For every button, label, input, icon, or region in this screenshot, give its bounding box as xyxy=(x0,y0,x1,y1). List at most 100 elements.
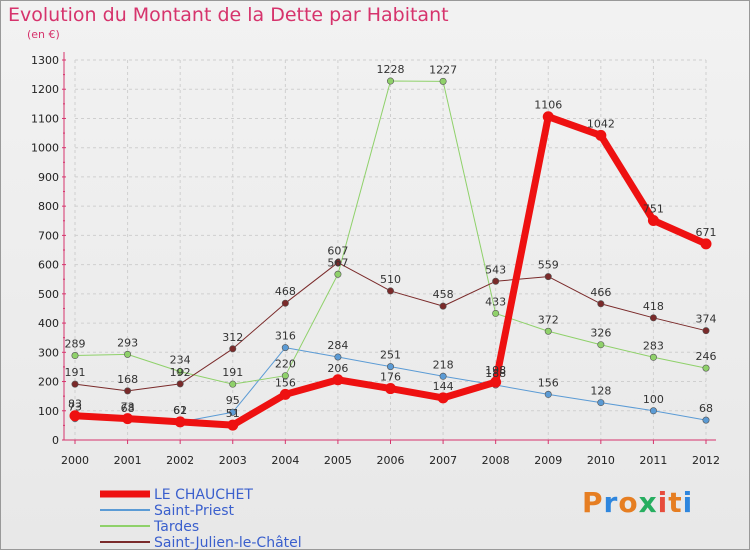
legend-label: Tardes xyxy=(153,519,199,535)
chart-title: Evolution du Montant de la Dette par Hab… xyxy=(8,4,449,26)
y-tick-label: 1200 xyxy=(31,83,59,96)
data-point xyxy=(595,129,607,141)
data-point xyxy=(334,259,342,267)
data-point xyxy=(71,380,79,388)
data-point xyxy=(229,408,237,416)
data-label: 61 xyxy=(173,404,187,417)
unit-label: (en €) xyxy=(27,28,60,41)
y-tick-label: 900 xyxy=(38,171,59,184)
data-point xyxy=(229,380,237,388)
data-point xyxy=(124,350,132,358)
x-tick-label: 2000 xyxy=(61,454,89,467)
data-point xyxy=(69,410,81,422)
data-label: 316 xyxy=(275,330,296,343)
y-tick-label: 700 xyxy=(38,229,59,242)
data-label: 68 xyxy=(699,402,713,415)
data-label: 176 xyxy=(380,371,401,384)
data-point xyxy=(649,407,657,415)
data-point xyxy=(700,238,712,250)
data-label: 1106 xyxy=(534,99,562,112)
data-label: 192 xyxy=(170,366,191,379)
y-tick-label: 1000 xyxy=(31,142,59,155)
data-label: 1042 xyxy=(587,117,615,130)
data-point xyxy=(386,287,394,295)
data-point xyxy=(281,372,289,380)
data-point xyxy=(229,345,237,353)
data-point xyxy=(544,273,552,281)
data-point xyxy=(492,277,500,285)
proxiti-logo: Proxiti xyxy=(582,486,693,519)
y-tick-label: 1300 xyxy=(31,54,59,67)
data-point xyxy=(122,413,134,425)
data-point xyxy=(544,327,552,335)
data-label: 559 xyxy=(538,259,559,272)
data-point xyxy=(176,380,184,388)
data-point xyxy=(597,341,605,349)
data-label: 751 xyxy=(643,202,664,215)
data-point xyxy=(386,363,394,371)
logo-letter: i xyxy=(657,486,669,519)
data-point xyxy=(332,374,344,386)
data-point xyxy=(386,77,394,85)
data-label: 510 xyxy=(380,273,401,286)
data-point xyxy=(490,376,502,388)
data-point xyxy=(176,368,184,376)
y-tick-label: 600 xyxy=(38,259,59,272)
data-point xyxy=(281,299,289,307)
data-point xyxy=(281,344,289,352)
data-label: 191 xyxy=(65,366,86,379)
data-label: 433 xyxy=(485,295,506,308)
data-label: 128 xyxy=(590,385,611,398)
data-label: 312 xyxy=(222,331,243,344)
data-point xyxy=(647,214,659,226)
data-point xyxy=(227,419,239,431)
data-label: 218 xyxy=(433,358,454,371)
data-label: 671 xyxy=(696,226,717,239)
data-label: 289 xyxy=(65,338,86,351)
logo-letter: r xyxy=(603,486,619,519)
data-label: 168 xyxy=(117,373,138,386)
y-tick-label: 300 xyxy=(38,346,59,359)
data-point xyxy=(439,302,447,310)
data-label: 188 xyxy=(485,367,506,380)
data-label: 198 xyxy=(485,364,506,377)
data-point xyxy=(542,111,554,123)
data-label: 251 xyxy=(380,349,401,362)
data-point xyxy=(439,372,447,380)
data-label: 543 xyxy=(485,263,506,276)
data-point xyxy=(334,270,342,278)
logo-letter: i xyxy=(682,486,694,519)
y-tick-label: 500 xyxy=(38,288,59,301)
data-point xyxy=(649,353,657,361)
x-tick-label: 2002 xyxy=(166,454,194,467)
data-point xyxy=(597,399,605,407)
data-label: 51 xyxy=(226,407,240,420)
data-point xyxy=(439,77,447,85)
data-label: 374 xyxy=(696,313,717,326)
data-point xyxy=(385,383,396,395)
x-tick-label: 2009 xyxy=(534,454,562,467)
data-point xyxy=(334,353,342,361)
x-tick-label: 2003 xyxy=(219,454,247,467)
data-label: 62 xyxy=(173,404,187,417)
data-point xyxy=(702,364,710,372)
data-label: 68 xyxy=(121,402,135,415)
data-label: 284 xyxy=(327,339,348,352)
data-label: 73 xyxy=(121,401,135,414)
x-tick-label: 2005 xyxy=(324,454,352,467)
legend-label: Saint-Priest xyxy=(154,503,235,519)
x-tick-label: 2008 xyxy=(482,454,510,467)
data-point xyxy=(124,387,132,395)
data-point xyxy=(702,416,710,424)
data-label: 1227 xyxy=(429,63,457,76)
legend: LE CHAUCHETSaint-PriestTardesSaint-Julie… xyxy=(100,487,302,550)
data-label: 418 xyxy=(643,300,664,313)
data-label: 458 xyxy=(433,288,454,301)
data-label: 73 xyxy=(68,401,82,414)
legend-label: LE CHAUCHET xyxy=(154,487,253,503)
data-point xyxy=(71,352,79,360)
data-label: 293 xyxy=(117,336,138,349)
x-tick-label: 2004 xyxy=(271,454,299,467)
